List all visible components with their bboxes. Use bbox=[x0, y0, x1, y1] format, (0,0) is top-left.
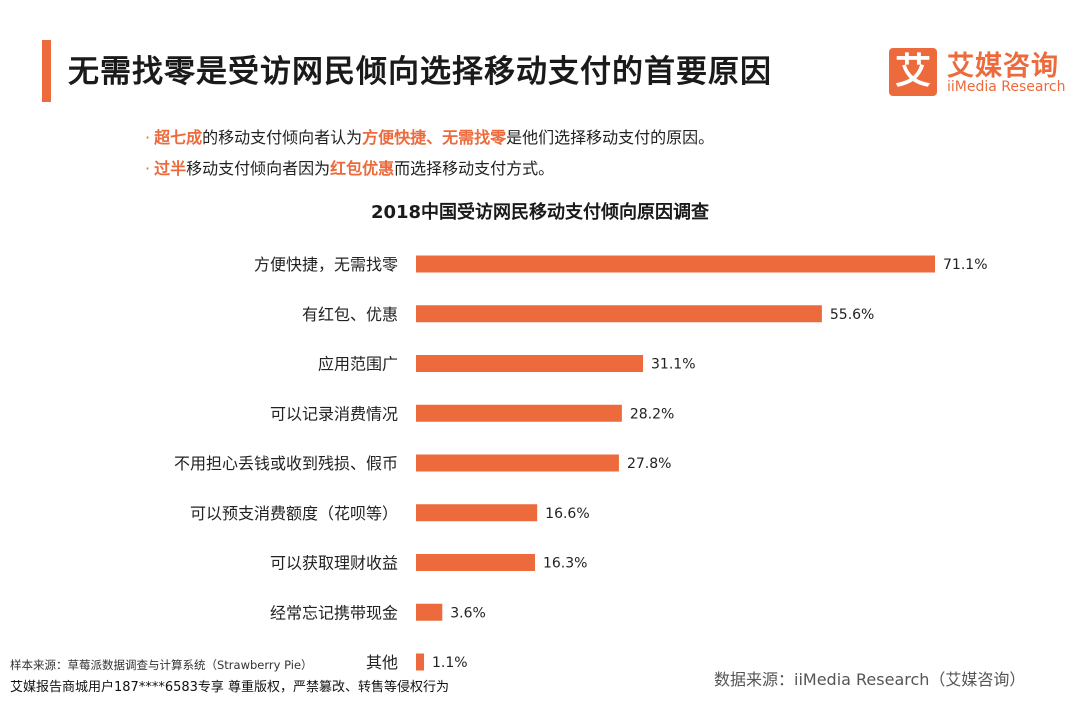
data-label: 28.2% bbox=[630, 406, 674, 422]
bar-5 bbox=[416, 454, 619, 472]
category-label: 有红包、优惠 bbox=[302, 305, 398, 324]
category-label: 可以记录消费情况 bbox=[270, 404, 398, 423]
data-label: 27.8% bbox=[627, 456, 671, 472]
bullet-text: 方便快捷、无需找零 bbox=[362, 128, 507, 147]
logo-name-en: iiMedia Research bbox=[947, 79, 1066, 95]
category-label: 经常忘记携带现金 bbox=[270, 603, 398, 622]
summary-bullets: · 超七成的移动支付倾向者认为方便快捷、无需找零是他们选择移动支付的原因。 · 过半… bbox=[145, 122, 714, 184]
category-label: 其他 bbox=[366, 653, 398, 672]
brand-logo: 艾 艾媒咨询 iiMedia Research bbox=[889, 44, 1066, 102]
bullet-text: 移动支付倾向者因为 bbox=[186, 159, 331, 178]
logo-name-cn: 艾媒咨询 bbox=[947, 51, 1059, 82]
bullet-dot-icon: · bbox=[145, 159, 151, 178]
bullet-dot-icon: · bbox=[145, 128, 151, 147]
logo-icon: 艾 bbox=[889, 48, 937, 96]
bullet-text: 而选择移动支付方式。 bbox=[394, 159, 555, 178]
summary-bullet-1: · 超七成的移动支付倾向者认为方便快捷、无需找零是他们选择移动支付的原因。 bbox=[145, 122, 714, 153]
data-label: 3.6% bbox=[450, 605, 486, 621]
data-label: 71.1% bbox=[943, 257, 987, 273]
bar-9 bbox=[416, 653, 425, 671]
bullet-text: 红包优惠 bbox=[330, 159, 395, 178]
bar-4 bbox=[416, 404, 622, 422]
bar-6 bbox=[416, 504, 538, 522]
category-label: 可以获取理财收益 bbox=[270, 554, 398, 573]
category-label: 方便快捷，无需找零 bbox=[254, 255, 398, 274]
sample-source-note: 样本来源：草莓派数据调查与计算系统（Strawberry Pie） bbox=[10, 658, 313, 672]
bar-8 bbox=[416, 603, 443, 621]
bar-1 bbox=[416, 255, 936, 273]
data-source-note: 数据来源：iiMedia Research（艾媒咨询） bbox=[714, 670, 1026, 689]
category-label: 应用范围广 bbox=[318, 355, 398, 374]
bar-3 bbox=[416, 355, 644, 372]
category-label: 不用担心丢钱或收到残损、假币 bbox=[174, 454, 398, 473]
title-accent-bar bbox=[42, 40, 51, 102]
category-label: 可以预支消费额度（花呗等） bbox=[190, 504, 398, 523]
summary-bullet-2: · 过半移动支付倾向者因为红包优惠而选择移动支付方式。 bbox=[145, 153, 714, 184]
bar-2 bbox=[416, 305, 822, 323]
bullet-text: 超七成 bbox=[154, 128, 203, 147]
data-label: 55.6% bbox=[830, 307, 874, 323]
bullet-text: 的移动支付倾向者认为 bbox=[202, 128, 363, 147]
bullet-text: 是他们选择移动支付的原因。 bbox=[506, 128, 715, 147]
data-label: 16.6% bbox=[545, 506, 589, 522]
page-title: 无需找零是受访网民倾向选择移动支付的首要原因 bbox=[68, 54, 772, 90]
bar-7 bbox=[416, 554, 535, 571]
data-label: 16.3% bbox=[543, 556, 587, 572]
chart-title: 2018中国受访网民移动支付倾向原因调查 bbox=[370, 202, 710, 223]
bullet-text: 过半 bbox=[154, 159, 187, 178]
copyright-note: 艾媒报告商城用户187****6583专享 尊重版权，严禁篡改、转售等侵权行为 bbox=[10, 680, 450, 695]
data-label: 31.1% bbox=[651, 357, 695, 373]
data-label: 1.1% bbox=[432, 655, 468, 671]
